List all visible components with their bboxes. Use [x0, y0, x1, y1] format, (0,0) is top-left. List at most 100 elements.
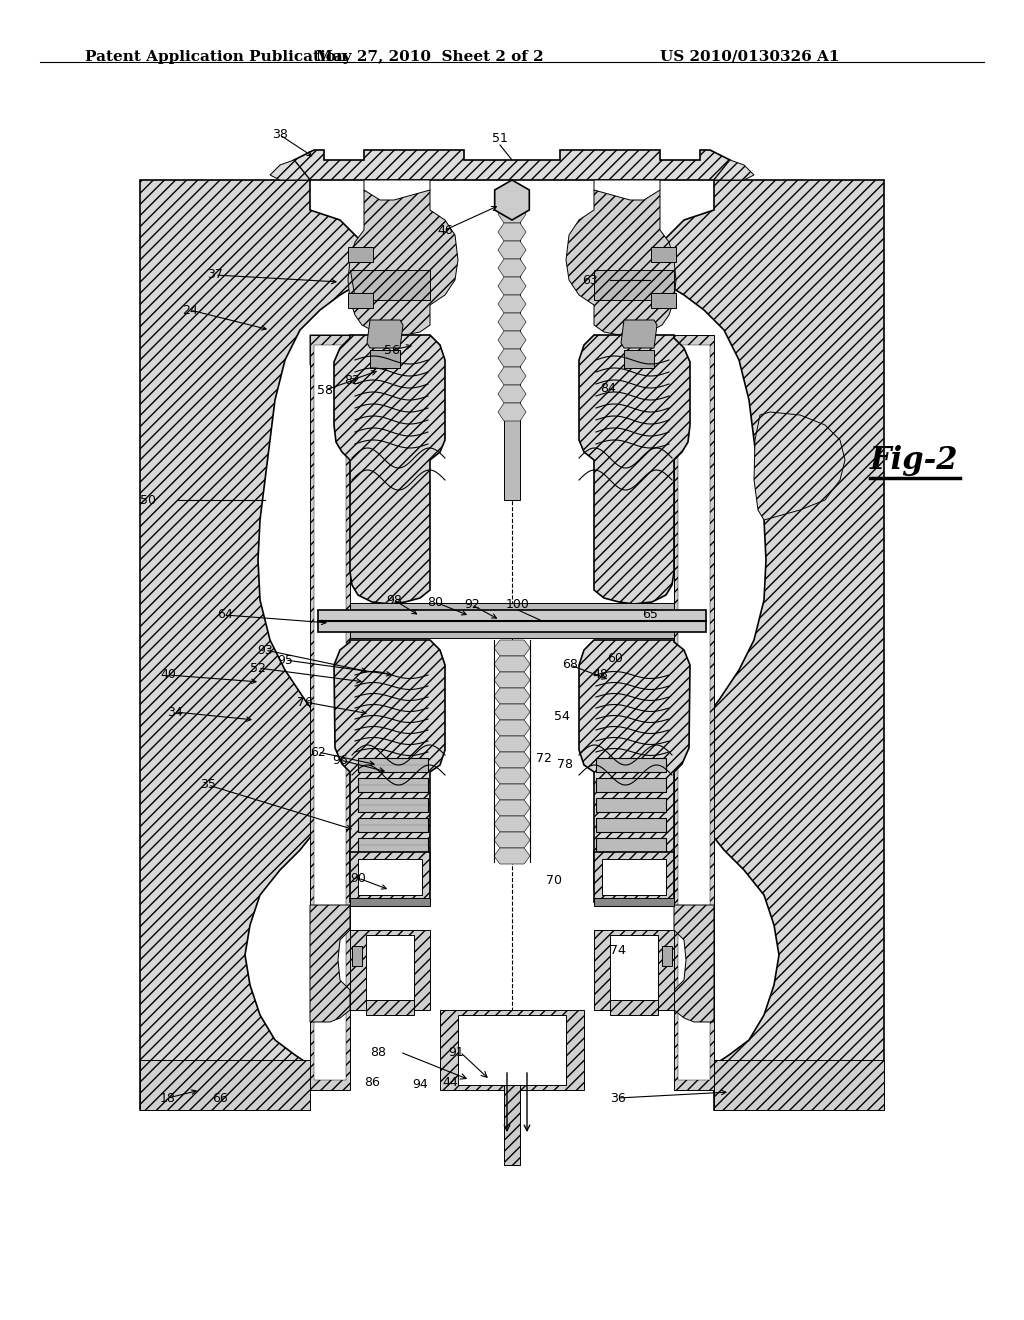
- Polygon shape: [348, 190, 458, 335]
- Text: 86: 86: [365, 1076, 380, 1089]
- Polygon shape: [624, 350, 654, 368]
- Bar: [596, 799, 666, 812]
- Polygon shape: [364, 180, 430, 201]
- Text: 37: 37: [207, 268, 223, 281]
- Text: 63: 63: [582, 273, 598, 286]
- Text: Patent Application Publication: Patent Application Publication: [85, 50, 347, 63]
- Polygon shape: [494, 784, 530, 800]
- Polygon shape: [678, 345, 710, 1080]
- Text: 50: 50: [140, 494, 156, 507]
- Polygon shape: [754, 412, 845, 520]
- Polygon shape: [494, 656, 530, 672]
- Polygon shape: [494, 800, 530, 816]
- Polygon shape: [334, 640, 445, 902]
- Polygon shape: [498, 403, 526, 421]
- Polygon shape: [494, 752, 530, 768]
- Bar: [350, 931, 430, 1010]
- Text: 35: 35: [200, 779, 216, 792]
- Bar: [352, 946, 362, 966]
- Bar: [358, 818, 428, 832]
- Bar: [504, 1085, 520, 1166]
- Bar: [366, 935, 414, 1005]
- Polygon shape: [594, 271, 674, 300]
- Polygon shape: [370, 350, 400, 368]
- Polygon shape: [498, 205, 526, 223]
- Bar: [594, 851, 674, 902]
- Text: 68: 68: [562, 659, 578, 672]
- Text: 36: 36: [610, 1092, 626, 1105]
- Polygon shape: [367, 319, 403, 348]
- Polygon shape: [334, 335, 445, 605]
- Polygon shape: [498, 277, 526, 294]
- Bar: [596, 777, 666, 792]
- Polygon shape: [494, 672, 530, 688]
- Text: 62: 62: [310, 746, 326, 759]
- Bar: [596, 758, 666, 772]
- Polygon shape: [494, 816, 530, 832]
- Text: 84: 84: [600, 381, 616, 395]
- Polygon shape: [674, 906, 714, 1022]
- Text: 82: 82: [344, 374, 360, 387]
- Polygon shape: [495, 180, 529, 220]
- Text: 54: 54: [554, 710, 570, 722]
- Text: 95: 95: [278, 653, 293, 667]
- Bar: [596, 818, 666, 832]
- Polygon shape: [498, 331, 526, 348]
- Text: May 27, 2010  Sheet 2 of 2: May 27, 2010 Sheet 2 of 2: [316, 50, 544, 63]
- Text: 98: 98: [386, 594, 402, 606]
- Text: 91: 91: [449, 1045, 464, 1059]
- Bar: [651, 293, 676, 308]
- Bar: [318, 610, 706, 632]
- Polygon shape: [714, 160, 754, 180]
- Bar: [348, 247, 373, 261]
- Polygon shape: [654, 180, 884, 1110]
- Text: 74: 74: [610, 944, 626, 957]
- Text: 88: 88: [370, 1045, 386, 1059]
- Text: 58: 58: [317, 384, 333, 396]
- Bar: [602, 859, 666, 895]
- Polygon shape: [494, 719, 530, 737]
- Text: 72: 72: [536, 751, 552, 764]
- Polygon shape: [498, 259, 526, 277]
- Polygon shape: [594, 180, 660, 201]
- Bar: [594, 931, 674, 1010]
- Text: 92: 92: [464, 598, 480, 611]
- Bar: [358, 799, 428, 812]
- Polygon shape: [498, 367, 526, 385]
- Polygon shape: [579, 640, 690, 902]
- Text: 51: 51: [493, 132, 508, 144]
- Bar: [662, 946, 672, 966]
- Text: 78: 78: [557, 759, 573, 771]
- Bar: [358, 838, 428, 851]
- Polygon shape: [494, 737, 530, 752]
- Bar: [596, 838, 666, 851]
- Polygon shape: [494, 847, 530, 865]
- Polygon shape: [350, 271, 430, 300]
- Polygon shape: [674, 335, 714, 1090]
- Polygon shape: [498, 348, 526, 367]
- Text: 52: 52: [250, 661, 266, 675]
- Bar: [350, 603, 674, 638]
- Text: 60: 60: [607, 652, 623, 664]
- Text: 64: 64: [217, 609, 232, 622]
- Bar: [358, 758, 428, 772]
- Polygon shape: [498, 242, 526, 259]
- Polygon shape: [494, 688, 530, 704]
- Text: 44: 44: [442, 1076, 458, 1089]
- Bar: [610, 935, 658, 1005]
- Bar: [358, 777, 428, 792]
- Polygon shape: [566, 190, 676, 335]
- Bar: [594, 898, 674, 906]
- Text: 34: 34: [167, 705, 183, 718]
- Polygon shape: [621, 319, 657, 348]
- Text: 46: 46: [437, 223, 453, 236]
- Bar: [350, 898, 430, 906]
- Bar: [348, 293, 373, 308]
- Text: 96: 96: [332, 754, 348, 767]
- Polygon shape: [494, 832, 530, 847]
- Text: 100: 100: [506, 598, 530, 610]
- Text: 90: 90: [350, 871, 366, 884]
- Polygon shape: [270, 160, 310, 180]
- Polygon shape: [494, 768, 530, 784]
- Text: 48: 48: [592, 668, 608, 681]
